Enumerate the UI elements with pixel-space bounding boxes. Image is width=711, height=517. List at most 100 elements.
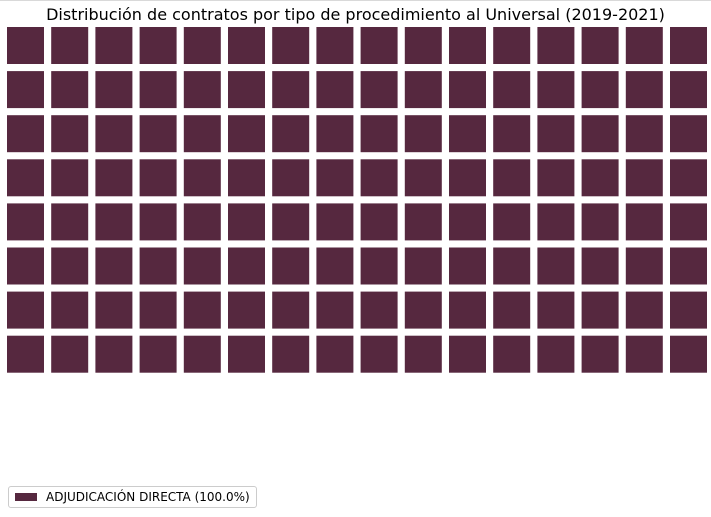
waffle-cell (95, 71, 133, 109)
waffle-cell (7, 115, 44, 153)
waffle-cell (316, 291, 354, 329)
waffle-cell (537, 247, 575, 285)
waffle-cell (51, 159, 89, 197)
waffle-cell (51, 291, 89, 329)
waffle-cell (228, 203, 265, 241)
waffle-cell (670, 247, 707, 285)
waffle-cell (670, 27, 707, 64)
waffle-cell (493, 115, 531, 153)
waffle-cell (581, 291, 619, 329)
waffle-cell (625, 71, 663, 109)
waffle-cell (272, 291, 310, 329)
waffle-cell (228, 159, 265, 197)
waffle-cell (360, 247, 398, 285)
waffle-cell (183, 71, 221, 109)
waffle-cell (493, 159, 531, 197)
waffle-cell (581, 247, 619, 285)
legend-swatch-adjudicacion-directa (15, 493, 37, 501)
waffle-cell (228, 291, 265, 329)
waffle-cell (581, 115, 619, 153)
waffle-cell (670, 71, 707, 109)
waffle-cell (670, 291, 707, 329)
waffle-cell (228, 71, 265, 109)
waffle-cell (183, 159, 221, 197)
waffle-cell (581, 159, 619, 197)
waffle-cell (183, 203, 221, 241)
waffle-cell (139, 291, 177, 329)
waffle-cell (449, 203, 486, 241)
waffle-cell (7, 159, 44, 197)
waffle-cell (272, 203, 310, 241)
waffle-cell (228, 115, 265, 153)
waffle-cell (95, 335, 133, 373)
waffle-cell (670, 115, 707, 153)
waffle-cell (625, 115, 663, 153)
waffle-cell (272, 115, 310, 153)
waffle-cell (404, 247, 442, 285)
waffle-cell (625, 27, 663, 64)
waffle-cell (7, 27, 44, 64)
waffle-cell (316, 27, 354, 64)
waffle-cell (7, 247, 44, 285)
waffle-cell (7, 203, 44, 241)
waffle-cell (404, 291, 442, 329)
waffle-cell (95, 27, 133, 64)
legend-label-adjudicacion-directa: ADJUDICACIÓN DIRECTA (100.0%) (46, 490, 250, 504)
waffle-cell (95, 115, 133, 153)
waffle-cell (493, 71, 531, 109)
waffle-cell (537, 335, 575, 373)
waffle-cell (316, 115, 354, 153)
waffle-cell (360, 27, 398, 64)
waffle-cell (51, 115, 89, 153)
waffle-cell (95, 203, 133, 241)
waffle-cell (493, 291, 531, 329)
waffle-cell (670, 335, 707, 373)
waffle-cell (537, 291, 575, 329)
waffle-cell (228, 335, 265, 373)
waffle-cell (51, 335, 89, 373)
waffle-cell (670, 203, 707, 241)
waffle-cell (95, 291, 133, 329)
waffle-cell (360, 291, 398, 329)
waffle-cell (493, 203, 531, 241)
waffle-cell (360, 335, 398, 373)
waffle-cell (139, 115, 177, 153)
waffle-cell (183, 335, 221, 373)
waffle-cell (360, 115, 398, 153)
waffle-cell (537, 159, 575, 197)
waffle-cell (95, 247, 133, 285)
waffle-cell (360, 159, 398, 197)
waffle-cell (183, 247, 221, 285)
waffle-cell (449, 247, 486, 285)
waffle-cell (493, 335, 531, 373)
waffle-cell (404, 159, 442, 197)
waffle-cell (625, 203, 663, 241)
waffle-cell (139, 71, 177, 109)
waffle-cell (449, 335, 486, 373)
waffle-cell (449, 159, 486, 197)
waffle-cell (449, 291, 486, 329)
waffle-cell (537, 203, 575, 241)
waffle-cell (316, 335, 354, 373)
waffle-cell (228, 247, 265, 285)
waffle-cell (7, 291, 44, 329)
waffle-cell (7, 71, 44, 109)
waffle-cell (670, 159, 707, 197)
waffle-cell (581, 335, 619, 373)
waffle-cell (493, 27, 531, 64)
waffle-cell (7, 335, 44, 373)
waffle-cell (139, 335, 177, 373)
waffle-cell (139, 203, 177, 241)
waffle-cell (316, 159, 354, 197)
waffle-cell (625, 335, 663, 373)
waffle-cell (183, 115, 221, 153)
chart-title: Distribución de contratos por tipo de pr… (46, 5, 665, 24)
waffle-cell (581, 203, 619, 241)
waffle-cell (51, 27, 89, 64)
waffle-cell (449, 71, 486, 109)
waffle-cell (272, 335, 310, 373)
waffle-cell (183, 27, 221, 64)
waffle-cell (537, 27, 575, 64)
legend: ADJUDICACIÓN DIRECTA (100.0%) (8, 486, 257, 508)
waffle-cell (625, 159, 663, 197)
